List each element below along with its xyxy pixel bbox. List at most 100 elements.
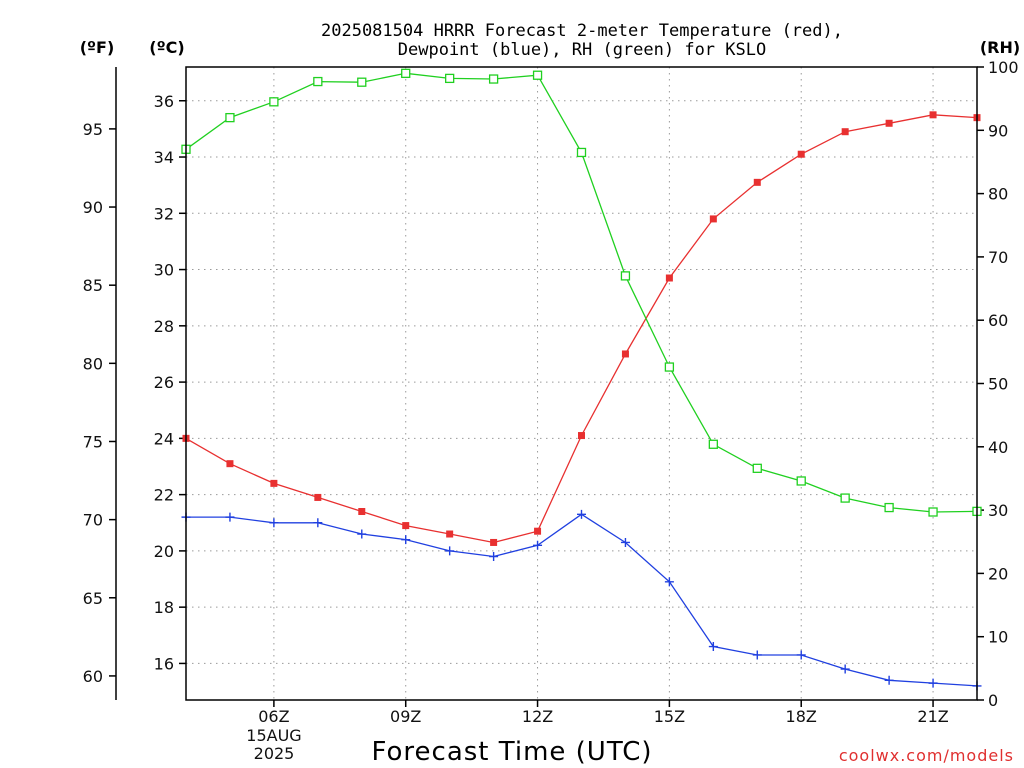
data-point [621, 350, 629, 358]
rh-tick-label: 60 [988, 311, 1008, 330]
data-point [840, 493, 850, 503]
data-point [533, 540, 543, 550]
fahrenheit-tick-label: 80 [83, 354, 103, 373]
data-point [577, 509, 586, 519]
data-point [796, 476, 806, 486]
data-point [269, 97, 279, 107]
data-point [358, 508, 366, 516]
data-point [402, 522, 410, 530]
data-point [576, 147, 587, 158]
date-day-label: 15AUG [246, 726, 301, 745]
rh-tick-label: 90 [988, 121, 1008, 140]
rh-tick-label: 0 [988, 691, 998, 710]
data-point [313, 518, 323, 528]
celsius-tick-label: 32 [154, 204, 174, 223]
chart-title-line2: Dewpoint (blue), RH (green) for KSLO [398, 40, 766, 60]
data-point [445, 73, 455, 84]
rh-tick-label: 20 [988, 564, 1008, 583]
data-point [708, 439, 718, 449]
data-point [884, 502, 894, 513]
celsius-tick-label: 28 [154, 317, 174, 336]
series-celsius-plus [181, 509, 982, 691]
data-point [357, 529, 367, 539]
rh-unit-label: (RH) [980, 38, 1020, 57]
data-point [928, 678, 938, 688]
series-rh-open-square [181, 68, 982, 517]
data-point [401, 535, 411, 545]
x-tick-label: 06Z [258, 707, 289, 726]
data-point [314, 493, 322, 501]
data-point [489, 552, 499, 562]
fahrenheit-tick-label: 70 [83, 511, 103, 530]
ticks-layer: 06Z 09Z 12Z 15Z 18Z 21Z 16 18 20 22 24 26 28 30 32 34 36… [83, 58, 1019, 726]
x-axis-title: Forecast Time (UTC) [371, 737, 652, 767]
data-point [620, 537, 630, 547]
x-tick-label: 15Z [654, 707, 685, 726]
data-point [534, 527, 542, 535]
celsius-tick-label: 24 [154, 429, 174, 448]
data-point [270, 479, 278, 487]
series-line [186, 513, 978, 687]
data-point [929, 111, 937, 119]
data-point [709, 215, 717, 223]
data-point [708, 642, 718, 652]
credit-link[interactable]: coolwx.com/models [839, 746, 1014, 765]
x-tick-label: 21Z [917, 707, 948, 726]
data-point [490, 538, 498, 546]
celsius-tick-label: 26 [154, 373, 174, 392]
rh-tick-label: 30 [988, 501, 1008, 520]
data-point [225, 512, 235, 522]
data-point [664, 577, 674, 587]
fahrenheit-unit-label: (ºF) [80, 38, 115, 57]
fahrenheit-tick-label: 65 [83, 589, 103, 608]
celsius-tick-label: 20 [154, 542, 174, 561]
data-point [753, 178, 761, 186]
series-layer [181, 68, 982, 691]
data-point [532, 70, 543, 80]
x-tick-label: 18Z [786, 707, 817, 726]
celsius-tick-label: 36 [154, 92, 174, 111]
data-point [226, 460, 234, 468]
data-point [797, 150, 805, 158]
celsius-tick-label: 22 [154, 486, 174, 505]
data-point [752, 463, 762, 473]
date-year-label: 2025 [254, 744, 295, 763]
data-point [357, 77, 367, 87]
data-point [225, 112, 235, 123]
data-point [446, 530, 454, 538]
data-point [840, 664, 850, 674]
rh-tick-label: 50 [988, 375, 1008, 394]
celsius-tick-label: 18 [154, 598, 174, 617]
data-point [445, 546, 455, 556]
celsius-tick-label: 30 [154, 261, 174, 280]
data-point [578, 432, 585, 440]
rh-tick-label: 100 [988, 58, 1019, 77]
chart-title-line1: 2025081504 HRRR Forecast 2-meter Tempera… [321, 21, 843, 41]
data-point [884, 675, 894, 685]
data-point [841, 128, 849, 136]
data-point [313, 76, 323, 87]
plot-frame [185, 66, 978, 701]
celsius-tick-label: 34 [154, 148, 174, 167]
rh-tick-label: 70 [988, 248, 1008, 267]
data-point [885, 119, 893, 127]
data-point [401, 68, 411, 78]
x-tick-label: 09Z [390, 707, 421, 726]
data-point [665, 274, 673, 282]
data-point [488, 74, 499, 84]
x-tick-label: 12Z [522, 707, 553, 726]
data-point [269, 518, 279, 528]
celsius-unit-label: (ºC) [149, 38, 184, 57]
fahrenheit-tick-label: 95 [83, 120, 103, 139]
grid-layer [186, 67, 977, 700]
rh-tick-label: 80 [988, 185, 1008, 204]
rh-tick-label: 40 [988, 438, 1008, 457]
series-line [185, 114, 978, 544]
series-line [185, 72, 978, 513]
celsius-tick-label: 16 [154, 654, 174, 673]
fahrenheit-tick-label: 60 [83, 667, 103, 686]
data-point [752, 650, 762, 660]
data-point [620, 271, 631, 281]
data-point [928, 507, 938, 517]
